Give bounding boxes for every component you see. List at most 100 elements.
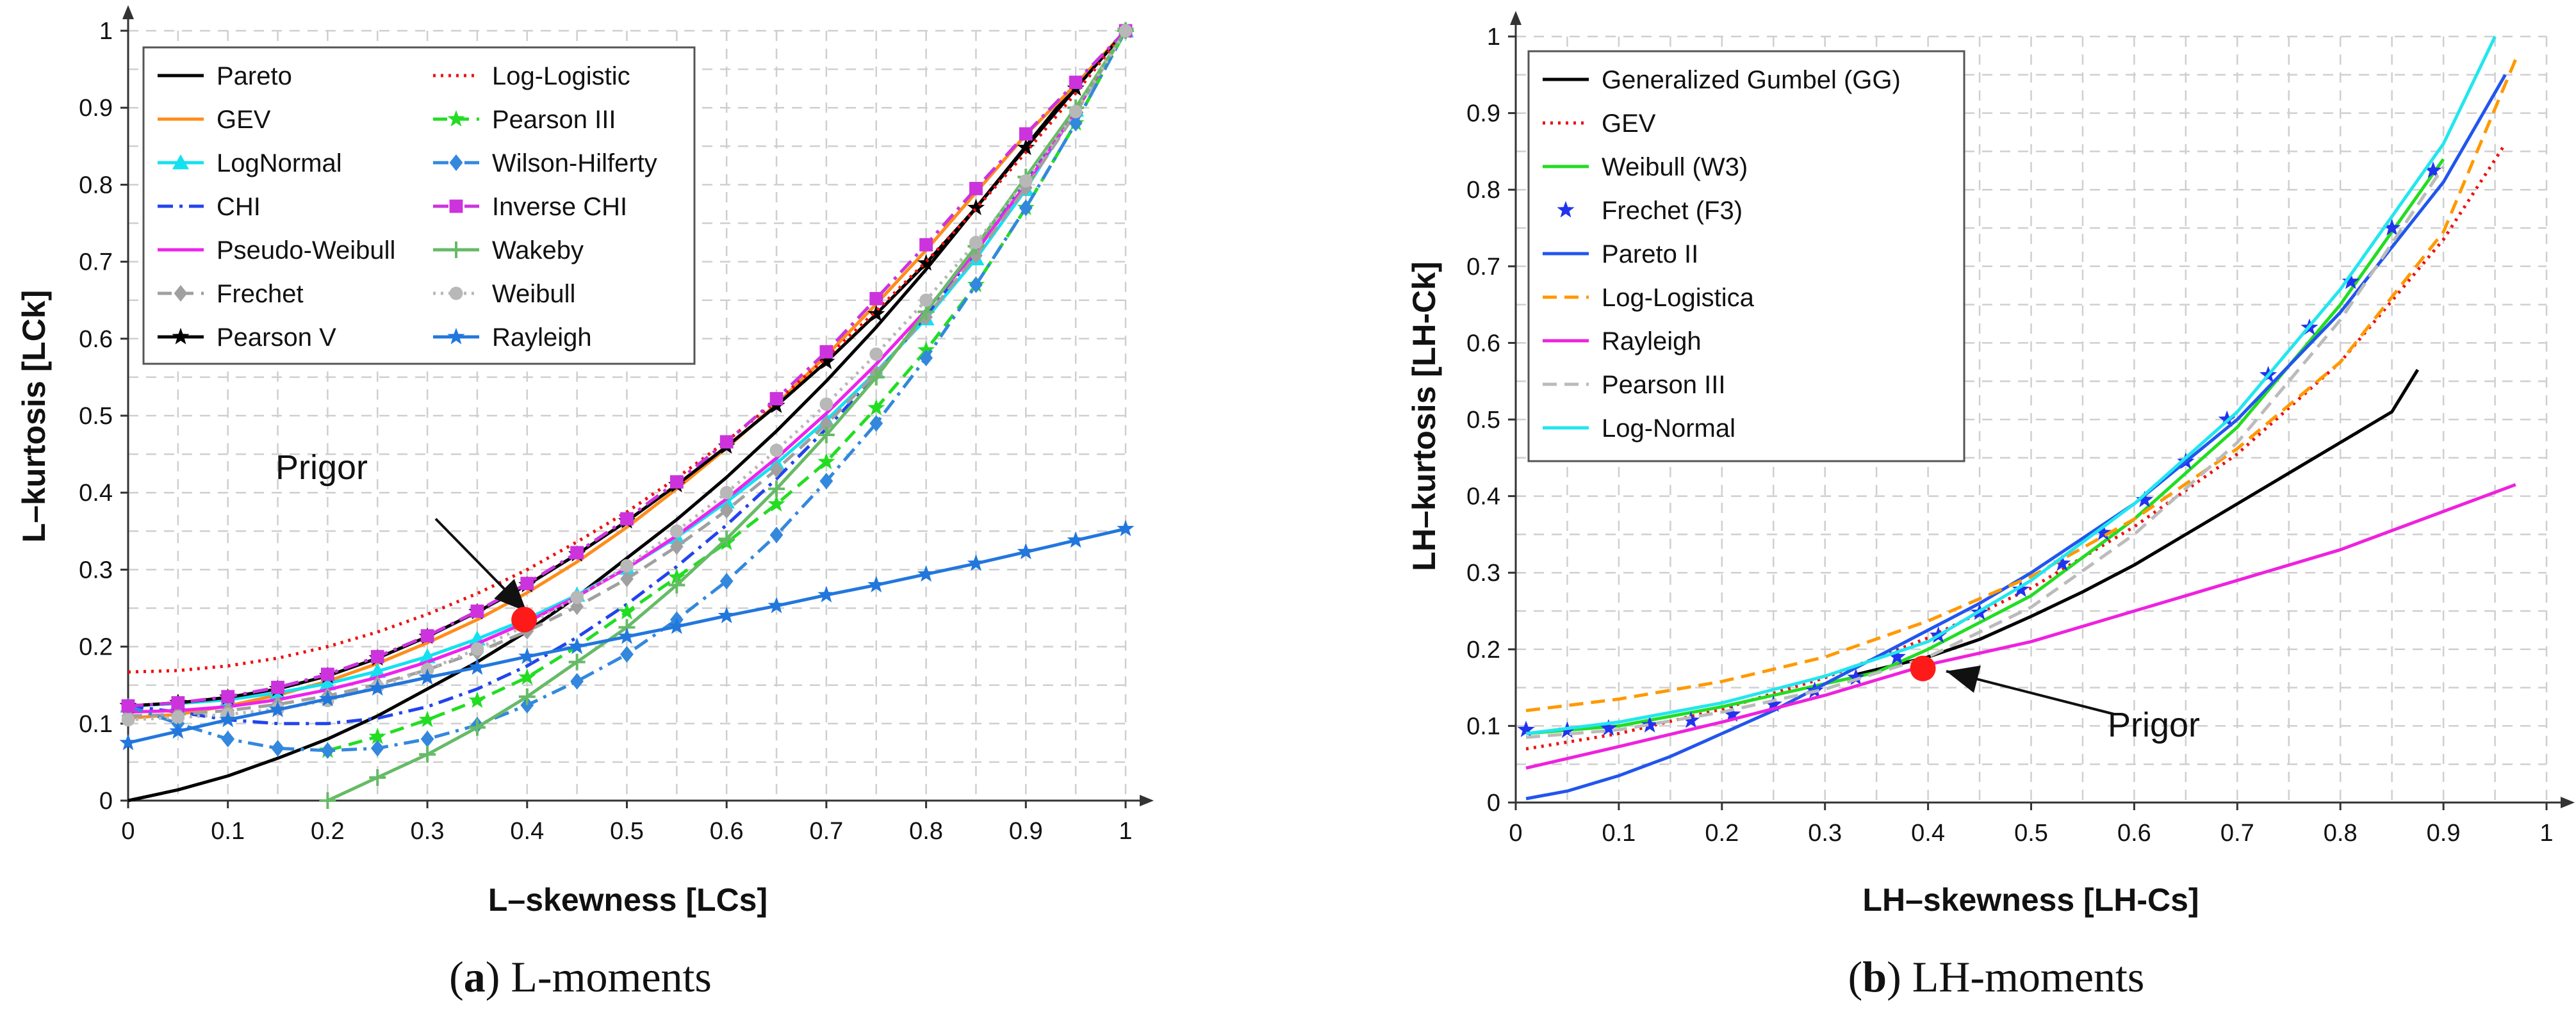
x-tick-label: 0.9	[2427, 820, 2461, 847]
data-point-inverse-chi	[271, 680, 284, 694]
legend-item: Pseudo-Weibull	[158, 236, 395, 265]
data-point-inverse-chi	[769, 392, 783, 405]
x-tick-label: 0.3	[411, 818, 445, 845]
x-tick-label: 1	[1119, 818, 1132, 845]
data-point-pearson-iii	[368, 727, 386, 744]
legend-label: Pearson III	[492, 106, 616, 134]
data-point-wilson-hilferty	[769, 526, 783, 544]
x-tick-label: 0.1	[211, 818, 245, 845]
data-point-rayleigh	[119, 733, 137, 751]
y-tick-label: 0.3	[1466, 560, 1500, 587]
data-point-pearson-iii	[668, 568, 685, 585]
data-point-pearson-v	[917, 254, 935, 271]
series-line-log-logistica	[1525, 58, 2518, 712]
data-point-rayleigh	[568, 637, 586, 655]
x-tick-label: 0.2	[1705, 820, 1739, 847]
legend-item: CHI	[158, 193, 261, 221]
data-point-wakeby	[568, 653, 586, 671]
data-point-lognormal	[319, 675, 336, 690]
data-point-rayleigh	[169, 722, 187, 739]
legend-item: Log-Logistic	[433, 62, 630, 90]
legend-label: GEV	[1602, 110, 1656, 138]
legend-label: CHI	[217, 193, 261, 221]
data-point-pearson-v	[967, 199, 985, 215]
x-axis-arrow-icon	[1140, 795, 1154, 806]
annotation-label: Prigor	[275, 448, 368, 487]
x-tick-label: 0.5	[2014, 820, 2048, 847]
x-tick-label: 0.6	[2117, 820, 2151, 847]
series-group	[119, 21, 1135, 809]
x-tick-label: 0.8	[909, 818, 943, 845]
caption-letter: b	[1862, 952, 1887, 1001]
x-tick-label: 0.1	[1602, 820, 1636, 847]
data-point-wilson-hilferty	[719, 573, 734, 590]
x-axis-label: L–skewness [LCs]	[488, 882, 767, 918]
legend-marker-icon	[449, 199, 463, 213]
legend: Generalized Gumbel (GG) GEV Weibull (W3) Fr…	[1527, 50, 1965, 462]
data-point-rayleigh	[318, 690, 336, 706]
data-point-weibull	[969, 236, 983, 249]
series-line-gev	[1525, 143, 2507, 751]
annotation-arrow-head-icon	[494, 578, 527, 612]
caption-text: L-moments	[511, 952, 712, 1001]
data-point-inverse-chi	[321, 667, 334, 681]
data-point-rayleigh	[867, 576, 885, 592]
legend-item: GEV	[1543, 110, 1656, 138]
data-point-inverse-chi	[620, 512, 634, 526]
data-point-wakeby	[867, 368, 885, 386]
data-point-frechet-f3	[1847, 668, 1865, 685]
x-tick-label: 0.6	[710, 818, 744, 845]
y-tick-label: 0.7	[1466, 254, 1500, 281]
y-tick-label: 1	[1487, 24, 1500, 51]
data-point-wakeby	[468, 719, 486, 736]
data-point-inverse-chi	[121, 699, 135, 713]
data-point-weibull	[121, 713, 135, 727]
legend-item: Pearson III	[1543, 371, 1725, 399]
data-point-wilson-hilferty	[570, 673, 584, 690]
series-line-log-logistic	[127, 29, 1127, 674]
data-point-inverse-chi	[719, 435, 734, 449]
data-point-rayleigh	[1067, 531, 1085, 548]
y-axis-arrow-icon	[122, 5, 134, 19]
data-point-rayleigh	[817, 585, 835, 603]
y-tick-label: 0.5	[79, 403, 113, 430]
data-point-weibull	[669, 524, 684, 538]
data-point-rayleigh	[518, 647, 536, 664]
y-tick-label: 0.6	[1466, 330, 1500, 357]
data-point-inverse-chi	[819, 345, 833, 359]
data-point-frechet-f3	[1641, 715, 1659, 733]
legend-label: LogNormal	[217, 149, 342, 177]
legend-label: Wakeby	[492, 236, 584, 265]
data-point-wakeby	[369, 769, 386, 786]
x-tick-label: 0.7	[809, 818, 843, 845]
data-point-inverse-chi	[919, 238, 933, 252]
legend-item: Wakeby	[433, 236, 584, 265]
data-point-inverse-chi	[420, 629, 434, 643]
series-line-pareto-ii	[1525, 74, 2507, 801]
series-line-generalized-gumbel-gg	[1855, 368, 2420, 676]
legend-marker-icon	[172, 327, 190, 345]
data-point-rayleigh	[1017, 542, 1035, 560]
data-point-weibull	[719, 485, 734, 500]
legend-item: Pareto II	[1543, 240, 1698, 268]
y-axis-label: L–kurtosis [LCk]	[16, 290, 52, 543]
legend-label: Frechet (F3)	[1602, 197, 1743, 225]
data-point-wilson-hilferty	[819, 473, 833, 490]
data-point-wilson-hilferty	[520, 696, 534, 713]
data-point-weibull	[620, 558, 634, 573]
caption: (b) LH-moments	[1848, 952, 2145, 1001]
data-point-wakeby	[668, 576, 685, 594]
data-point-wilson-hilferty	[1019, 199, 1033, 216]
legend-box	[1527, 50, 1965, 462]
data-point-rayleigh	[219, 710, 237, 728]
legend-marker-icon	[447, 327, 465, 345]
data-point-inverse-chi	[221, 690, 235, 704]
data-point-pearson-iii	[917, 341, 935, 358]
data-point-weibull	[869, 347, 883, 361]
data-point-weibull	[470, 642, 484, 656]
data-point-frechet-f3	[2218, 410, 2236, 427]
data-point-rayleigh	[468, 658, 486, 675]
legend-item: Log-Logistica	[1543, 284, 1755, 312]
y-tick-label: 0.7	[79, 249, 113, 276]
